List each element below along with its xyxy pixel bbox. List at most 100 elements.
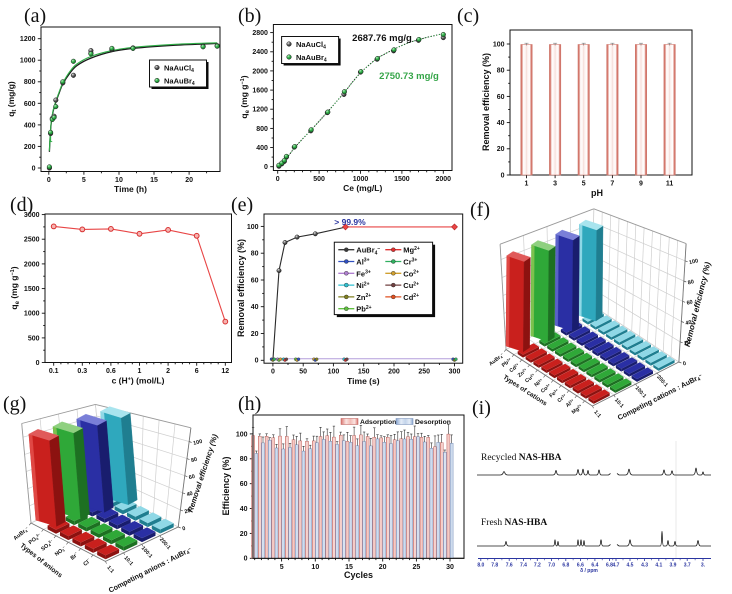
svg-text:20: 20 bbox=[684, 340, 691, 347]
svg-text:(c): (c) bbox=[457, 5, 479, 27]
svg-text:40: 40 bbox=[251, 304, 259, 311]
svg-text:80: 80 bbox=[240, 456, 248, 463]
svg-text:(e): (e) bbox=[231, 194, 253, 216]
svg-text:qt (mg/g): qt (mg/g) bbox=[6, 81, 18, 117]
svg-text:3.7: 3.7 bbox=[684, 563, 691, 569]
svg-text:1000: 1000 bbox=[353, 176, 369, 183]
svg-text:9: 9 bbox=[639, 181, 643, 188]
svg-text:Cr3+: Cr3+ bbox=[556, 393, 568, 404]
svg-text:0: 0 bbox=[36, 360, 40, 367]
svg-text:500: 500 bbox=[28, 335, 40, 342]
svg-text:Al3+: Al3+ bbox=[356, 258, 369, 267]
svg-text:7.6: 7.6 bbox=[506, 563, 513, 569]
svg-text:7.0: 7.0 bbox=[548, 563, 555, 569]
svg-text:1200: 1200 bbox=[20, 36, 36, 43]
svg-text:4.5: 4.5 bbox=[627, 563, 634, 569]
svg-text:1500: 1500 bbox=[24, 286, 40, 293]
svg-text:2400: 2400 bbox=[252, 49, 268, 56]
svg-text:NO3−: NO3− bbox=[54, 545, 68, 558]
svg-text:SO42−: SO42− bbox=[40, 539, 55, 553]
svg-text:1:1: 1:1 bbox=[592, 409, 602, 419]
svg-text:0: 0 bbox=[271, 369, 275, 376]
svg-text:25: 25 bbox=[412, 564, 420, 571]
svg-text:10: 10 bbox=[311, 564, 319, 571]
svg-text:400: 400 bbox=[256, 145, 268, 152]
svg-text:6.8: 6.8 bbox=[606, 563, 613, 569]
svg-text:0: 0 bbox=[276, 176, 280, 183]
svg-text:2000: 2000 bbox=[436, 176, 452, 183]
svg-text:500: 500 bbox=[313, 176, 325, 183]
svg-text:60: 60 bbox=[240, 481, 248, 488]
svg-text:7.8: 7.8 bbox=[491, 563, 498, 569]
svg-text:1000: 1000 bbox=[24, 311, 40, 318]
svg-text:40: 40 bbox=[186, 491, 193, 498]
svg-text:200:1: 200:1 bbox=[158, 537, 172, 551]
svg-text:7.2: 7.2 bbox=[534, 563, 541, 569]
svg-text:Cd2+: Cd2+ bbox=[508, 362, 521, 374]
svg-text:6.6: 6.6 bbox=[577, 563, 584, 569]
svg-text:3.: 3. bbox=[701, 563, 706, 569]
svg-text:80: 80 bbox=[251, 251, 259, 258]
svg-text:2687.76 mg/g: 2687.76 mg/g bbox=[352, 33, 412, 44]
svg-text:Pb2+: Pb2+ bbox=[501, 357, 513, 369]
svg-text:80: 80 bbox=[687, 279, 694, 286]
svg-text:0: 0 bbox=[32, 165, 36, 172]
svg-text:0.3: 0.3 bbox=[77, 368, 87, 375]
svg-text:7: 7 bbox=[610, 181, 614, 188]
svg-text:0: 0 bbox=[682, 361, 686, 368]
svg-text:Fe3+: Fe3+ bbox=[548, 388, 560, 399]
svg-text:7.4: 7.4 bbox=[520, 563, 527, 569]
svg-text:(i): (i) bbox=[472, 397, 491, 419]
svg-text:4.7: 4.7 bbox=[613, 563, 620, 569]
svg-text:Ce (mg/L): Ce (mg/L) bbox=[343, 183, 382, 193]
svg-text:qe (mg g−1): qe (mg g−1) bbox=[9, 266, 21, 309]
svg-text:6: 6 bbox=[195, 368, 199, 375]
svg-text:Co2+: Co2+ bbox=[403, 269, 419, 278]
svg-text:0.1: 0.1 bbox=[49, 368, 59, 375]
svg-text:Efficiency (%): Efficiency (%) bbox=[221, 456, 231, 515]
svg-text:6.4: 6.4 bbox=[591, 563, 598, 569]
svg-text:100: 100 bbox=[689, 258, 699, 266]
svg-text:80: 80 bbox=[190, 457, 197, 464]
svg-text:800: 800 bbox=[24, 79, 36, 86]
svg-text:Fe3+: Fe3+ bbox=[356, 269, 371, 278]
svg-text:10:1: 10:1 bbox=[123, 555, 135, 567]
svg-text:4.1: 4.1 bbox=[655, 563, 662, 569]
svg-text:100:1: 100:1 bbox=[634, 385, 648, 399]
svg-text:(b): (b) bbox=[238, 5, 261, 27]
svg-text:1000: 1000 bbox=[20, 58, 36, 65]
svg-text:Cd2+: Cd2+ bbox=[403, 293, 419, 302]
svg-text:400: 400 bbox=[24, 122, 36, 129]
svg-text:0.6: 0.6 bbox=[106, 368, 116, 375]
svg-text:NaAuCl4: NaAuCl4 bbox=[164, 63, 194, 74]
svg-text:20: 20 bbox=[497, 146, 505, 153]
svg-text:40: 40 bbox=[685, 320, 692, 327]
svg-text:200:1: 200:1 bbox=[655, 374, 669, 388]
svg-text:2800: 2800 bbox=[252, 30, 268, 37]
svg-text:60: 60 bbox=[188, 474, 195, 481]
svg-text:60: 60 bbox=[251, 277, 259, 284]
svg-text:15: 15 bbox=[150, 177, 158, 184]
svg-text:12: 12 bbox=[221, 368, 229, 375]
svg-text:(h): (h) bbox=[238, 393, 261, 415]
svg-text:PO43−: PO43− bbox=[27, 532, 42, 546]
svg-text:Zn2+: Zn2+ bbox=[356, 293, 371, 302]
svg-text:1600: 1600 bbox=[252, 87, 268, 94]
svg-text:AuBr4−: AuBr4− bbox=[356, 246, 380, 257]
svg-text:250: 250 bbox=[418, 369, 430, 376]
svg-text:Cu2+: Cu2+ bbox=[524, 372, 537, 384]
svg-text:11: 11 bbox=[666, 181, 674, 188]
svg-text:2750.73 mg/g: 2750.73 mg/g bbox=[379, 71, 439, 82]
svg-text:10:1: 10:1 bbox=[613, 397, 625, 409]
svg-text:100: 100 bbox=[247, 224, 259, 231]
svg-text:20: 20 bbox=[240, 531, 248, 538]
svg-text:Ni2+: Ni2+ bbox=[356, 281, 369, 290]
svg-text:AuBr4−: AuBr4− bbox=[12, 526, 30, 542]
svg-text:Al3+: Al3+ bbox=[565, 398, 576, 409]
svg-text:Time (s): Time (s) bbox=[347, 376, 380, 386]
svg-text:Co2+: Co2+ bbox=[540, 383, 553, 395]
svg-text:1: 1 bbox=[525, 181, 529, 188]
svg-text:> 99.9%: > 99.9% bbox=[334, 217, 366, 227]
svg-text:4.3: 4.3 bbox=[641, 563, 648, 569]
svg-text:20: 20 bbox=[184, 508, 191, 515]
